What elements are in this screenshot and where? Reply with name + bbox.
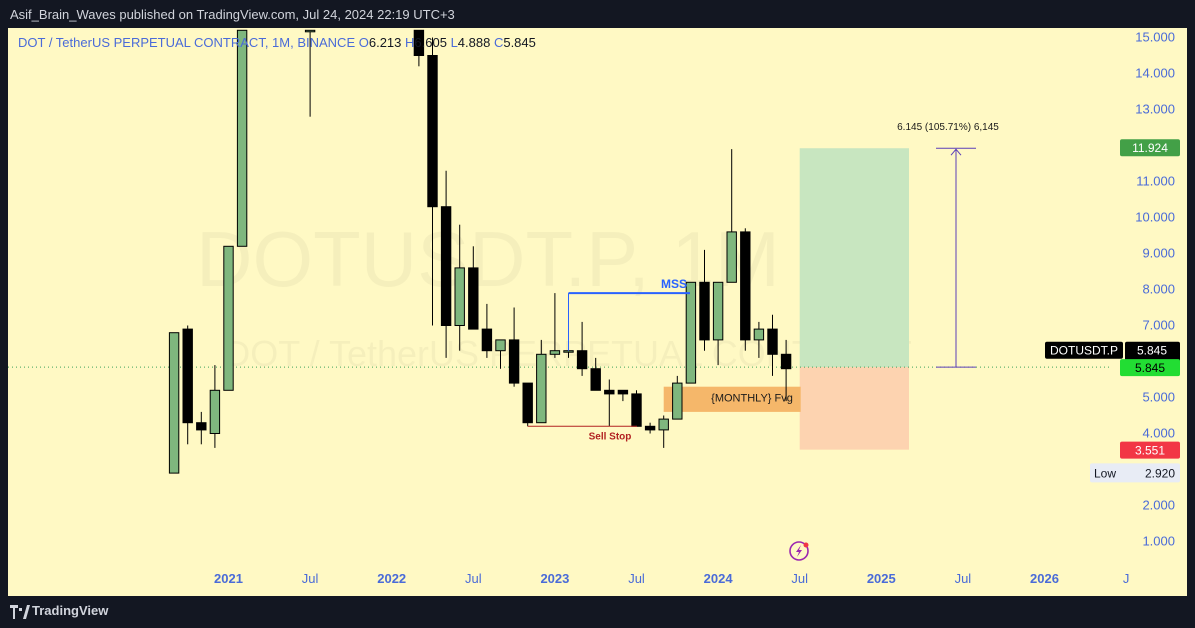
candle-2023-05[interactable] xyxy=(604,389,615,395)
candle-2022-04[interactable] xyxy=(427,55,438,208)
watermark-symbol: DOTUSDT.P, 1M xyxy=(196,215,780,303)
x-tick-label: Jul xyxy=(465,571,482,586)
stop-price-tag xyxy=(1120,441,1180,459)
x-tick-label: 2023 xyxy=(540,571,569,586)
notification-dot-icon xyxy=(803,542,809,548)
measure-label: 6.145 (105.71%) 6,145 xyxy=(897,122,999,133)
candle-2023-01[interactable] xyxy=(549,350,561,355)
x-tick-label: 2025 xyxy=(867,571,896,586)
price-chart[interactable]: DOTUSDT.P, 1M DOT / TetherUS PERPETUAL CO… xyxy=(8,28,1187,596)
candle-2023-07[interactable] xyxy=(631,393,642,427)
current-price-value: 5.845 xyxy=(1135,361,1165,375)
candle-2022-09[interactable] xyxy=(495,339,506,352)
target-price-value: 11.924 xyxy=(1132,141,1168,155)
y-tick-label: 13.000 xyxy=(1135,102,1175,117)
y-tick-label: 14.000 xyxy=(1135,66,1175,81)
candle-2023-11[interactable] xyxy=(685,281,697,384)
candle-2022-10[interactable] xyxy=(508,339,520,384)
lightning-bolt-icon xyxy=(796,545,802,557)
x-tick-label: Jul xyxy=(955,571,972,586)
y-tick-label: 7.000 xyxy=(1142,318,1175,333)
chart-area[interactable]: DOTUSDT.P, 1M DOT / TetherUS PERPETUAL CO… xyxy=(8,28,1187,596)
y-tick-label: 1.000 xyxy=(1142,534,1175,549)
x-tick-label: J xyxy=(1123,571,1130,586)
symbol-name-tag xyxy=(1045,341,1123,359)
candle-2024-04[interactable] xyxy=(753,328,765,341)
stop-zone xyxy=(799,367,909,450)
x-tick-label: 2022 xyxy=(377,571,406,586)
footer: TradingView xyxy=(0,596,1195,628)
candle-2024-02[interactable] xyxy=(726,231,737,283)
candle-2020-10[interactable] xyxy=(182,328,193,424)
candle-2022-11[interactable] xyxy=(522,382,533,424)
stop-price-value: 3.551 xyxy=(1135,444,1165,458)
candle-2023-06[interactable] xyxy=(617,389,629,395)
target-price-tag xyxy=(1120,139,1180,157)
x-tick-label: 2026 xyxy=(1030,571,1059,586)
candle-2023-09[interactable] xyxy=(658,418,669,431)
candle-2024-01[interactable] xyxy=(712,281,724,341)
candle-2021-07[interactable] xyxy=(304,29,316,33)
y-tick-label: 11.000 xyxy=(1136,174,1175,189)
candle-2021-01[interactable] xyxy=(223,245,234,391)
x-tick-label: 2021 xyxy=(214,571,243,586)
tradingview-brand: TradingView xyxy=(32,603,109,618)
y-tick-label: 9.000 xyxy=(1142,246,1175,261)
y-tick-label: 4.000 xyxy=(1142,426,1175,441)
candle-2024-06[interactable] xyxy=(780,353,792,370)
candle-2020-11[interactable] xyxy=(196,422,207,431)
candle-2021-02[interactable] xyxy=(236,29,248,247)
x-tick-label: Jul xyxy=(791,571,808,586)
x-tick-label: Jul xyxy=(302,571,319,586)
candle-2023-08[interactable] xyxy=(644,425,656,431)
y-tick-label: 15.000 xyxy=(1135,30,1175,45)
current-price-tag xyxy=(1120,359,1180,377)
candle-2024-05[interactable] xyxy=(767,328,778,355)
candle-2022-05[interactable] xyxy=(440,206,452,326)
candle-2020-12[interactable] xyxy=(209,389,221,434)
candle-2022-12[interactable] xyxy=(536,353,547,424)
candle-2020-09[interactable] xyxy=(168,332,180,474)
candle-2022-08[interactable] xyxy=(481,328,493,352)
measure-arrow-icon xyxy=(950,148,962,156)
fvg-zone xyxy=(663,386,801,412)
last-price-value: 5.845 xyxy=(1137,344,1167,358)
y-tick-label: 10.000 xyxy=(1135,210,1175,225)
candle-2023-04[interactable] xyxy=(590,368,601,391)
low-tag xyxy=(1090,463,1180,483)
mss-label: MSS xyxy=(661,277,687,291)
candle-2022-03[interactable] xyxy=(413,29,425,57)
lightning-icon[interactable] xyxy=(789,541,809,561)
y-tick-label: 5.000 xyxy=(1142,390,1175,405)
publish-info: Asif_Brain_Waves published on TradingVie… xyxy=(10,7,455,22)
candle-2022-07[interactable] xyxy=(468,267,479,330)
target-zone xyxy=(799,148,909,368)
y-tick-label: 8.000 xyxy=(1142,282,1175,297)
candle-2023-12[interactable] xyxy=(699,281,710,341)
candle-2023-03[interactable] xyxy=(576,350,588,370)
symbol-name-value: DOTUSDT.P xyxy=(1050,344,1118,358)
candle-2023-10[interactable] xyxy=(672,382,683,420)
low-value: 2.920 xyxy=(1145,466,1175,480)
publish-header: Asif_Brain_Waves published on TradingVie… xyxy=(0,0,1195,28)
x-tick-label: 2024 xyxy=(704,571,734,586)
low-label: Low xyxy=(1094,466,1116,480)
sell-stop-label: Sell Stop xyxy=(589,431,632,442)
y-tick-label: 2.000 xyxy=(1142,498,1175,513)
tradingview-logo-icon[interactable] xyxy=(10,605,30,619)
symbol-legend[interactable]: DOT / TetherUS PERPETUAL CONTRACT, 1M, B… xyxy=(18,35,536,50)
fvg-label: {MONTHLY} Fvg xyxy=(711,393,793,405)
candle-2023-02[interactable] xyxy=(563,350,574,353)
x-tick-label: Jul xyxy=(628,571,645,586)
candle-2024-03[interactable] xyxy=(740,231,751,341)
chart-background xyxy=(8,28,1187,596)
candle-2022-06[interactable] xyxy=(454,267,465,326)
